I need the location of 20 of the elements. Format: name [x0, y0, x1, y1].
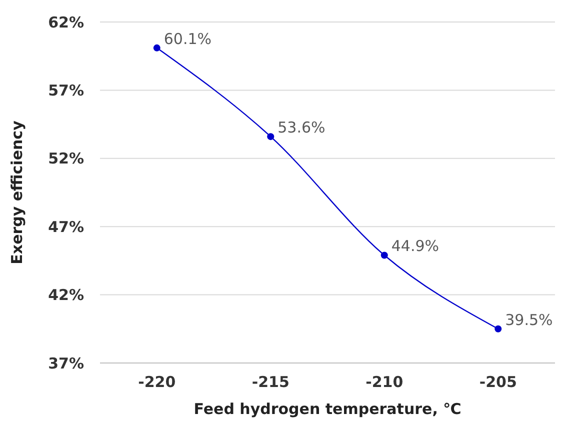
y-tick-label: 52%: [48, 150, 84, 168]
data-label: 39.5%: [505, 310, 553, 329]
point: [153, 44, 160, 52]
x-tick-label: -215: [252, 373, 290, 391]
y-tick-label: 37%: [48, 354, 84, 372]
data-label: 60.1%: [164, 30, 212, 48]
x-axis-title: Feed hydrogen temperature, ℃: [194, 400, 462, 418]
data-label: 53.6%: [278, 118, 326, 137]
point: [494, 325, 502, 332]
x-tick-label: -205: [479, 373, 517, 391]
y-axis-title: Exergy efficiency: [8, 120, 26, 264]
point: [267, 133, 274, 140]
data-label: 44.9%: [391, 237, 440, 256]
y-tick-label: 47%: [48, 218, 84, 236]
y-tick-label: 42%: [48, 286, 84, 304]
y-tick-label: 57%: [48, 81, 84, 100]
x-tick-label: -220: [138, 373, 176, 391]
y-tick-label: 62%: [48, 13, 84, 32]
x-tick-label: -210: [366, 373, 404, 391]
point: [380, 252, 388, 259]
